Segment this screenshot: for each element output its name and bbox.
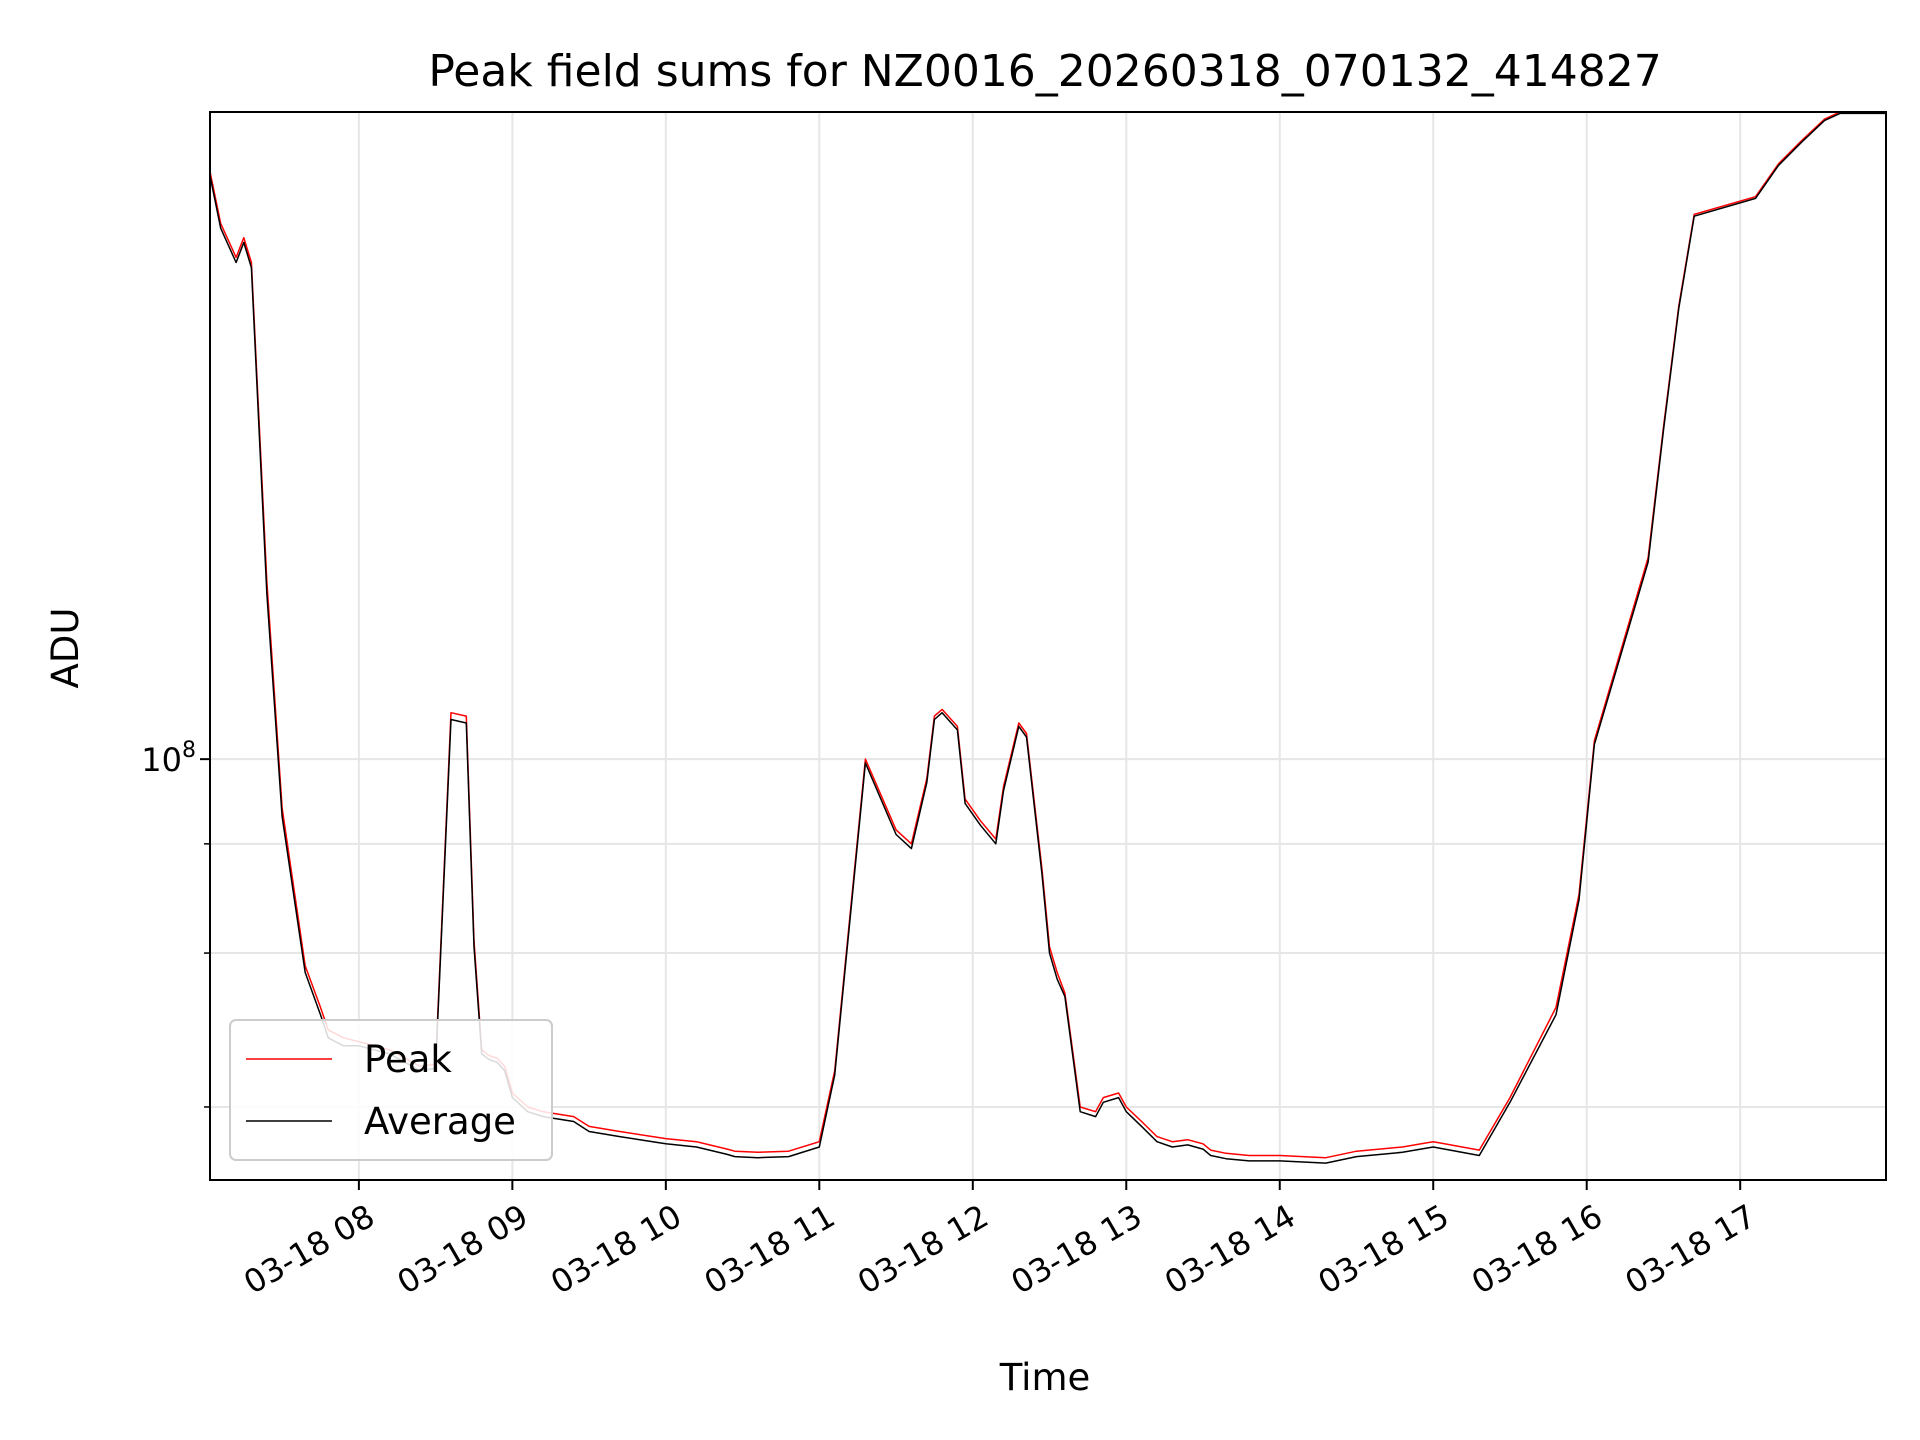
plot-area: [210, 112, 1886, 1164]
y-axis: 108: [141, 738, 210, 1108]
legend: Peak Average: [229, 1019, 553, 1161]
y-tick-exponent: 8: [182, 738, 196, 763]
grid: [210, 112, 1886, 1180]
legend-label-peak: Peak: [364, 1038, 452, 1081]
y-tick-label: 108: [141, 738, 196, 779]
legend-label-average: Average: [364, 1100, 516, 1143]
plot-frame: [209, 111, 1887, 1181]
y-tick-base: 10: [141, 741, 182, 779]
series-line-average: [210, 112, 1886, 1164]
legend-box: [229, 1019, 553, 1161]
y-axis-label: ADU: [44, 608, 87, 689]
chart-title: Peak field sums for NZ0016_20260318_0701…: [428, 46, 1661, 97]
x-axis-label: Time: [999, 1356, 1091, 1399]
